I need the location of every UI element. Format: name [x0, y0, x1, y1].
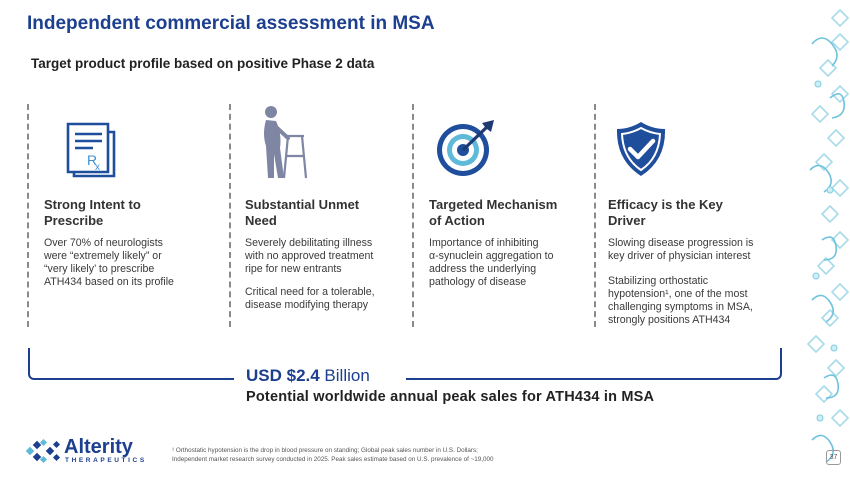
prescription-icon: R x [66, 122, 116, 178]
column-divider [412, 104, 414, 327]
column-body: Slowing disease progression is key drive… [608, 237, 754, 326]
peak-sales-tagline: Potential worldwide annual peak sales fo… [246, 389, 655, 405]
column-heading: Efficacy is the Key Driver [608, 197, 723, 228]
shield-check-icon [616, 122, 666, 176]
column-efficacy: Efficacy is the Key Driver Slowing disea… [608, 197, 780, 337]
amount-backdrop [234, 366, 406, 390]
column-heading: Strong Intent to Prescribe [44, 197, 141, 228]
logo-wordmark: Alterity [64, 436, 133, 458]
page-title: Independent commercial assessment in MSA [27, 13, 435, 34]
column-body: Severely debilitating illness with no ap… [245, 237, 375, 311]
column-heading: Targeted Mechanism of Action [429, 197, 558, 228]
page-subtitle: Target product profile based on positive… [31, 56, 375, 71]
page-number: 37 [826, 450, 841, 465]
target-arrow-icon [437, 120, 494, 176]
column-divider [27, 104, 29, 327]
column-strong-intent: Strong Intent to Prescribe Over 70% of n… [44, 197, 222, 299]
logo-tagline: THERAPEUTICS [65, 457, 147, 464]
column-divider [229, 104, 231, 327]
footnote: ¹ Orthostatic hypotension is the drop in… [172, 447, 494, 463]
column-targeted-mechanism: Targeted Mechanism of Action Importance … [429, 197, 589, 299]
person-walker-icon [264, 106, 308, 179]
column-body: Over 70% of neurologists were “extremely… [44, 237, 174, 288]
alterity-logo-mark-icon [26, 438, 61, 464]
svg-text:x: x [95, 162, 100, 173]
column-unmet-need: Substantial Unmet Need Severely debilita… [245, 197, 407, 322]
column-heading: Substantial Unmet Need [245, 197, 360, 228]
column-divider [594, 104, 596, 327]
decorative-chain-pattern [806, 8, 850, 463]
column-body: Importance of inhibiting α-synuclein agg… [429, 237, 554, 288]
peak-sales-amount: USD $2.4 Billion [246, 366, 370, 385]
svg-text:R: R [87, 152, 97, 168]
